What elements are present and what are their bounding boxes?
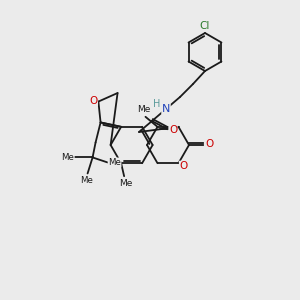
Text: H: H — [153, 99, 161, 109]
Text: O: O — [89, 96, 98, 106]
Text: O: O — [179, 161, 188, 171]
Text: Me: Me — [108, 158, 121, 167]
Text: N: N — [162, 104, 170, 114]
Text: Me: Me — [61, 153, 74, 162]
Text: Me: Me — [137, 105, 150, 114]
Text: Me: Me — [119, 179, 133, 188]
Text: Cl: Cl — [200, 21, 210, 31]
Text: O: O — [169, 125, 177, 135]
Text: O: O — [205, 139, 213, 149]
Text: Me: Me — [80, 176, 93, 185]
